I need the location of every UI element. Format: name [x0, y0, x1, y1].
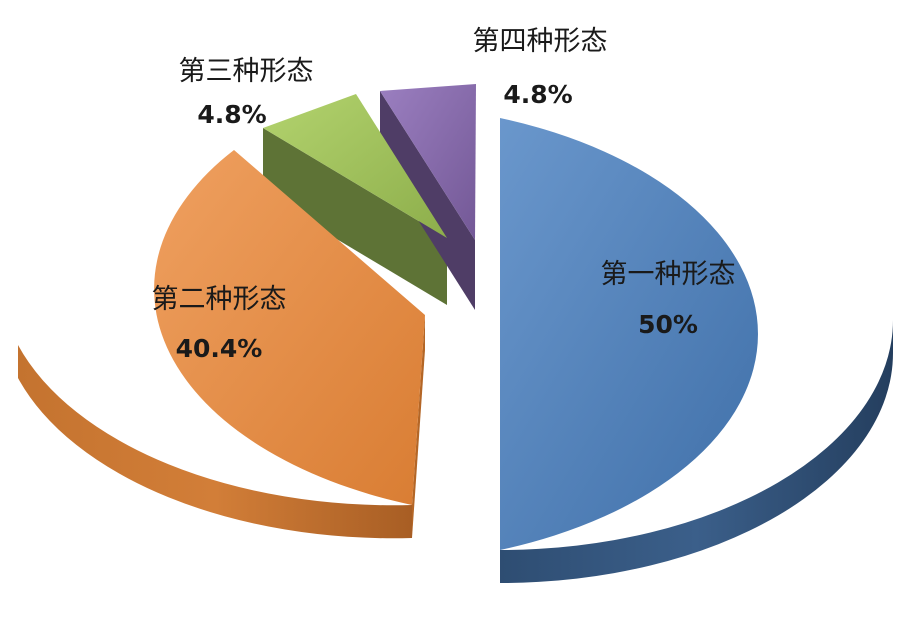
data-labels: 第一种形态 50% 第二种形态 40.4% 第三种形态 4.8% 第四种形态 4… [152, 26, 736, 363]
slice-3 [263, 94, 447, 238]
slice-2-cut-side [412, 315, 425, 538]
slice-1-label: 第一种形态 [601, 259, 736, 290]
slice-4-label: 第四种形态 [473, 26, 608, 57]
slice-2-label: 第二种形态 [152, 284, 287, 315]
slice-2 [154, 150, 425, 505]
pie-sides [18, 91, 893, 583]
slice-3-side [263, 128, 447, 305]
pie-tops [154, 84, 758, 550]
slice-4-value: 4.8% [503, 80, 572, 109]
slice-2-value: 40.4% [176, 334, 263, 363]
slice-3-value: 4.8% [197, 100, 266, 129]
slice-4 [380, 84, 476, 240]
slice-2-side [18, 345, 412, 539]
slice-1-side [500, 320, 893, 583]
slice-1-value: 50% [638, 310, 698, 339]
slice-4-side [380, 91, 475, 310]
slice-3-label: 第三种形态 [179, 56, 314, 87]
slice-1 [500, 118, 758, 550]
